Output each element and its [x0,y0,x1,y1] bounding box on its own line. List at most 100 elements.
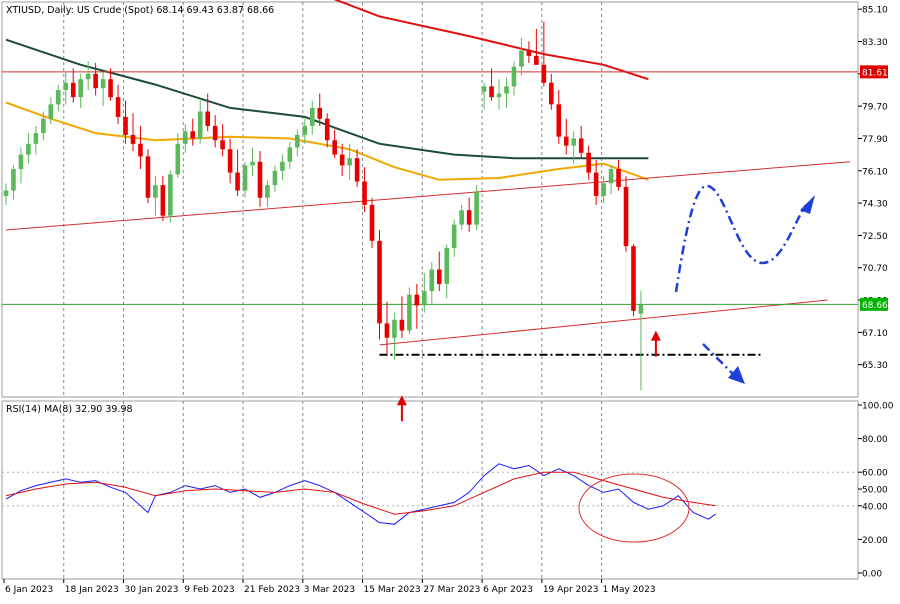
candle-body [407,294,412,331]
candle-body [317,107,323,119]
candle-body [235,172,240,191]
date-tick-label: 3 Mar 2023 [304,585,355,595]
candle-body [302,125,308,135]
candle-body [466,210,472,225]
price-tick-label: 85.10 [862,6,888,16]
candle-body [436,269,442,284]
candle-body [100,79,106,89]
rsi-layer [5,463,716,543]
candle-body [474,192,479,225]
candle-body [444,247,450,284]
trendlines-layer [2,71,858,356]
candle-body [541,64,547,83]
date-tick-label: 27 Mar 2023 [423,585,480,595]
candle-body [33,133,39,144]
candle-body [526,50,532,56]
candle-body [601,183,606,196]
candle-body [414,294,420,306]
rsi-line [5,463,716,525]
candle-body [347,158,352,166]
date-tick-label: 30 Jan 2023 [125,585,179,595]
candle-body [41,118,46,134]
candle-body [212,125,218,141]
candle-body [631,246,636,311]
price-label-red: 81.61 [862,68,888,78]
date-tick-label: 6 Jan 2023 [5,585,53,595]
candle-body [309,107,315,126]
candle-body [153,185,158,198]
candle-body [511,66,517,87]
date-tick-label: 6 Apr 2023 [483,585,533,595]
candle-body [556,104,562,137]
candle-body [242,165,248,191]
candle-body [586,152,591,173]
price-tick-label: 76.10 [862,167,888,177]
candle-body [182,131,188,144]
candle-body [18,154,24,169]
rsi-highlight-ellipse [578,473,690,543]
candle-body [534,55,539,65]
candle-body [11,168,16,191]
candle-body [78,79,83,98]
candle-body [339,154,345,166]
candle-body [451,224,457,248]
rsi-tick-label: 20.00 [862,536,888,546]
candle-body [496,93,502,98]
candle-body [362,181,367,205]
candle-body [324,118,330,141]
rsi-tick-label: 60.00 [862,469,888,479]
candle-body [250,161,255,166]
rsi-tick-label: 80.00 [862,435,888,445]
date-tick-label: 9 Feb 2023 [184,585,234,595]
candle-body [332,140,337,155]
candle-body [220,140,225,150]
candle-body [63,82,69,90]
moving-average-2 [333,0,649,81]
candle-body [145,156,151,198]
candle-body [280,161,285,171]
candle-body [287,147,293,162]
annotations-layer [396,184,815,422]
candle-body [108,79,113,98]
candle-body [354,158,360,182]
price-label-red-bg [860,65,888,79]
rsi-tick-label: 100.00 [862,402,894,412]
candle-body [616,168,621,187]
candle-body [504,86,509,94]
candle-body [489,86,494,98]
price-tick-label: 79.70 [862,103,888,113]
price-tick-label: 74.30 [862,200,888,210]
candle-body [160,185,166,216]
candle-body [70,82,76,98]
main-panel-frame [1,1,859,398]
candle-body [190,131,196,139]
candle-body [429,269,435,292]
candle-body [459,210,464,225]
candle-body [563,136,569,146]
arrow-head [396,395,407,406]
candle-body [265,185,270,198]
candle-body [227,149,233,173]
candle-body [130,134,136,144]
candle-body [272,170,278,186]
price-tick-label: 67.10 [862,329,888,339]
candle-body [519,50,524,67]
price-tick-label: 77.90 [862,135,888,145]
axis-layer: 85.1083.3081.5079.7077.9076.1074.3072.50… [3,6,894,595]
bearish-projection-arrowhead [728,366,745,384]
candle-body [48,104,54,119]
date-tick-label: 19 Apr 2023 [543,585,599,595]
candle-body [608,168,614,184]
candle-body [85,73,91,80]
price-label-green-bg [860,297,888,311]
candle-body [481,86,487,92]
candle-body [578,138,584,153]
price-tick-label: 65.30 [862,361,888,371]
candlesticks-layer [3,21,644,391]
candle-body [384,323,390,338]
candle-body [295,134,300,148]
candle-body [369,204,375,241]
candle-body [571,138,577,146]
candle-body [205,111,210,126]
